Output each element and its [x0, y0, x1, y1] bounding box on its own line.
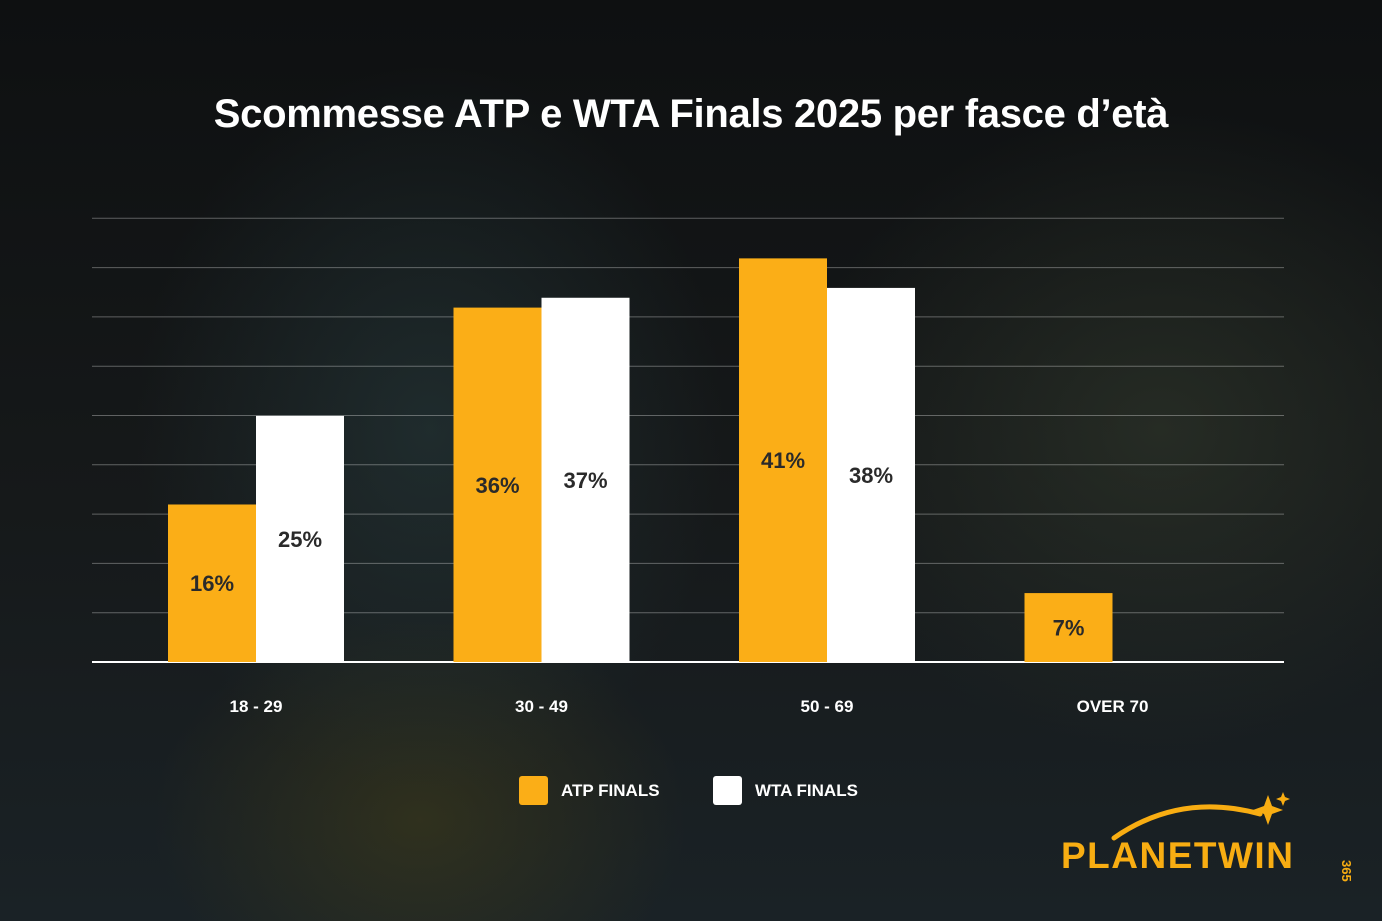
x-tick-label: 50 - 69	[801, 697, 854, 716]
logo-arc-icon	[1111, 792, 1290, 841]
chart-title: Scommesse ATP e WTA Finals 2025 per fasc…	[213, 92, 1169, 136]
legend-label-atp: ATP FINALS	[561, 781, 660, 800]
bar-wta	[256, 415, 344, 662]
bars	[168, 258, 1113, 662]
data-label: 37%	[563, 468, 607, 493]
data-label: 38%	[849, 463, 893, 488]
legend-label-wta: WTA FINALS	[755, 781, 858, 800]
logo-wordmark: PLANETWIN	[1061, 835, 1295, 876]
bar-atp	[739, 258, 827, 662]
x-tick-label: 18 - 29	[230, 697, 283, 716]
x-tick-label: 30 - 49	[515, 697, 568, 716]
data-label: 7%	[1053, 616, 1085, 641]
bar-atp	[453, 307, 542, 662]
bar-atp	[1024, 593, 1113, 662]
logo-suffix: 365	[1339, 860, 1354, 882]
data-label: 25%	[278, 527, 322, 552]
x-axis-ticks: 18 - 29 30 - 49 50 - 69 OVER 70	[230, 697, 1149, 716]
data-labels: 16% 25% 36% 37% 41% 38% 7%	[190, 448, 1084, 640]
legend-swatch-wta	[713, 776, 742, 805]
legend-swatch-atp	[519, 776, 548, 805]
x-tick-label: OVER 70	[1077, 697, 1149, 716]
bar-wta	[541, 297, 630, 662]
bar-atp	[168, 504, 256, 662]
brand-logo: PLANETWIN 365	[1058, 792, 1380, 887]
data-label: 41%	[761, 448, 805, 473]
gridlines	[92, 217, 1284, 663]
bar-wta	[827, 287, 915, 662]
data-label: 36%	[475, 473, 519, 498]
data-label: 16%	[190, 571, 234, 596]
